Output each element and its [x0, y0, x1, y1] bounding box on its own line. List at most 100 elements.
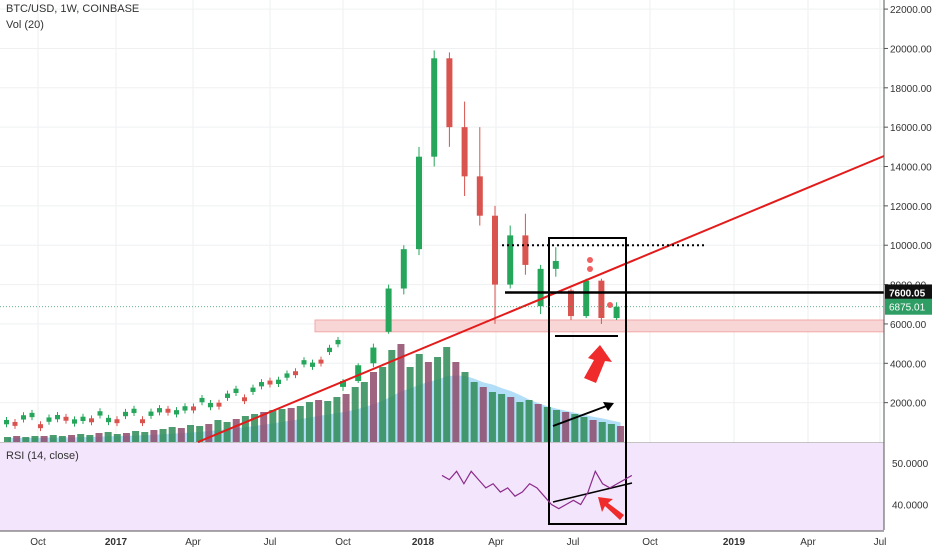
- candle-body: [157, 408, 162, 413]
- volume-bar: [479, 387, 487, 442]
- volume-bar: [562, 412, 570, 442]
- volume-bar: [617, 426, 625, 442]
- candle-body: [148, 411, 154, 416]
- price-axis-background: [884, 0, 932, 550]
- candle-body: [293, 371, 298, 376]
- time-tick-label: Oct: [335, 537, 351, 548]
- volume-bar: [580, 417, 588, 442]
- candle-body: [208, 402, 213, 408]
- candle-body: [385, 288, 392, 332]
- volume-bar: [95, 433, 103, 442]
- price-tick-label: 4000.00: [890, 359, 927, 370]
- candle-body: [250, 387, 256, 392]
- candle-body: [522, 235, 529, 265]
- volume-bar: [342, 394, 350, 442]
- candle-body: [46, 417, 52, 422]
- volume-bar: [223, 422, 231, 442]
- volume-bar: [214, 420, 222, 442]
- volume-bar: [351, 387, 359, 442]
- time-tick-label: Apr: [185, 537, 201, 548]
- volume-bar: [168, 427, 176, 442]
- level-badge-label: 7600.05: [889, 288, 926, 299]
- volume-bar: [260, 412, 268, 442]
- volume-bar: [370, 372, 377, 442]
- candle-body: [340, 381, 346, 387]
- price-tick-label: 22000.00: [890, 5, 932, 16]
- candle-body: [318, 359, 324, 364]
- candle-body: [583, 280, 590, 317]
- marker-dot: [587, 257, 593, 263]
- candle-body: [327, 347, 332, 353]
- price-tick-label: 20000.00: [890, 44, 932, 55]
- volume-bar: [159, 429, 167, 442]
- candle-body: [284, 373, 290, 378]
- volume-bar: [68, 435, 76, 442]
- volume-bar: [287, 408, 295, 442]
- volume-bar: [40, 436, 48, 442]
- time-tick-label: 2017: [105, 537, 128, 548]
- candle-body: [335, 339, 341, 345]
- time-axis: Oct 2017 Apr Jul Oct 2018 Apr Jul Oct 2019 Apr Jul: [0, 530, 932, 550]
- volume-bar: [360, 382, 368, 442]
- volume-bar: [388, 350, 396, 442]
- chart-drawings: [0, 155, 885, 525]
- rsi-pane-background: [0, 443, 884, 531]
- rsi-tick-label: 50.0000: [892, 459, 929, 470]
- volume-bar: [406, 367, 414, 442]
- rsi-polyline: [441, 469, 633, 510]
- level-badge-bg: [885, 284, 932, 301]
- rsi-divergence-line: [552, 482, 633, 503]
- volume-bar: [324, 401, 332, 442]
- candle-body: [552, 260, 559, 269]
- volume-bar: [516, 402, 524, 442]
- volume-bar: [141, 432, 149, 442]
- candle-body: [310, 362, 315, 367]
- volume-bar: [507, 397, 515, 442]
- volume-bar: [415, 354, 423, 442]
- candle-body: [123, 411, 128, 417]
- candle-body: [174, 410, 179, 415]
- price-tick-label: 18000.00: [890, 84, 932, 95]
- candle-body: [355, 365, 362, 381]
- volume-bar: [187, 425, 194, 442]
- candle-body: [476, 176, 483, 216]
- candle-body: [21, 415, 26, 420]
- volume-bar: [534, 404, 542, 442]
- candle-body: [63, 416, 69, 421]
- volume-legend: Vol (20): [6, 19, 44, 31]
- grid-lines: [0, 0, 884, 530]
- volume-bar: [461, 372, 469, 442]
- candle-body: [55, 414, 60, 420]
- candle-body: [400, 249, 407, 289]
- volume-bar: [177, 428, 185, 442]
- candle-body: [370, 347, 377, 364]
- volume-trend-arrowhead: [603, 402, 614, 411]
- volume-bar: [598, 422, 606, 442]
- volume-bar: [607, 424, 615, 442]
- time-tick-label: Apr: [800, 537, 816, 548]
- candle-body: [416, 156, 422, 250]
- volume-trend-arrow-line: [552, 403, 613, 427]
- price-tick-label: 2000.00: [890, 399, 927, 410]
- volume-bar: [205, 424, 213, 442]
- price-tick-label: 6000.00: [890, 320, 927, 331]
- volume-bar: [434, 357, 442, 442]
- price-candles: [4, 50, 620, 432]
- volume-bar: [543, 407, 551, 442]
- candle-body: [89, 418, 94, 423]
- volume-bar: [488, 392, 496, 442]
- time-tick-label: Jul: [264, 537, 277, 548]
- candle-body: [131, 408, 137, 414]
- candle-body: [216, 402, 222, 407]
- candle-body: [431, 58, 438, 157]
- volume-bar: [305, 402, 313, 442]
- volume-bar: [333, 397, 341, 442]
- candle-body: [446, 58, 453, 128]
- candle-body: [38, 424, 43, 429]
- candle-body: [301, 360, 307, 365]
- price-tick-label: 12000.00: [890, 202, 932, 213]
- candle-body: [259, 382, 264, 387]
- candle-body: [4, 419, 9, 425]
- volume-bar: [77, 434, 85, 442]
